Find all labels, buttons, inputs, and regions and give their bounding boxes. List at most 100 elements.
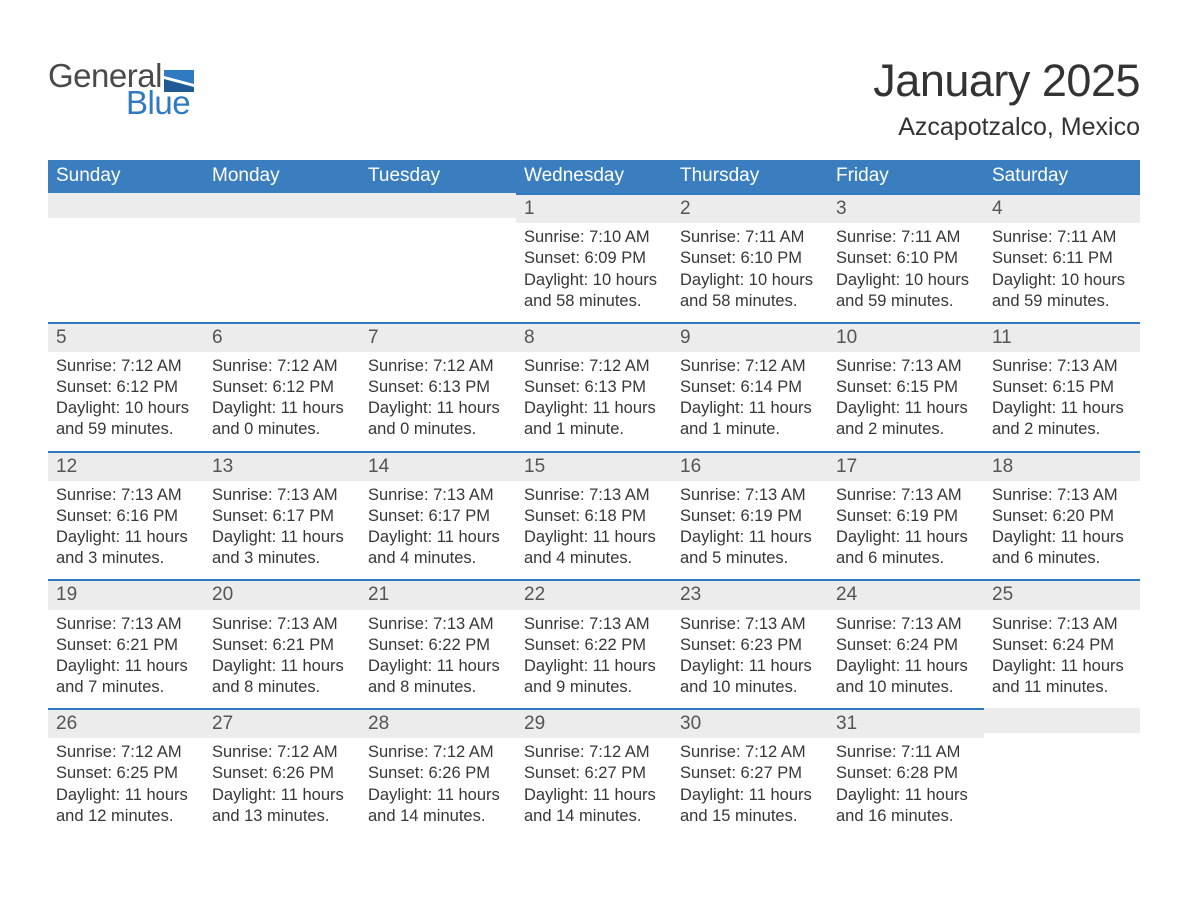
sunset-line: Sunset: 6:22 PM	[368, 635, 508, 656]
daylight-line: Daylight: 11 hours and 13 minutes.	[212, 785, 352, 827]
daynum-bar: 23	[672, 579, 828, 609]
daynum-bar: 19	[48, 579, 204, 609]
logo-text-2: Blue	[126, 86, 190, 119]
sunset-line: Sunset: 6:24 PM	[992, 635, 1132, 656]
sunrise-line: Sunrise: 7:11 AM	[680, 227, 820, 248]
day-body: Sunrise: 7:13 AMSunset: 6:19 PMDaylight:…	[678, 485, 822, 569]
sunrise-line: Sunrise: 7:13 AM	[836, 614, 976, 635]
day-number: 16	[680, 456, 701, 477]
day-body: Sunrise: 7:13 AMSunset: 6:24 PMDaylight:…	[834, 614, 978, 698]
day-body: Sunrise: 7:13 AMSunset: 6:17 PMDaylight:…	[366, 485, 510, 569]
day-number: 27	[212, 713, 233, 734]
day-cell: 24Sunrise: 7:13 AMSunset: 6:24 PMDayligh…	[828, 579, 984, 708]
day-number: 15	[524, 456, 545, 477]
sunrise-line: Sunrise: 7:11 AM	[992, 227, 1132, 248]
day-body: Sunrise: 7:12 AMSunset: 6:25 PMDaylight:…	[54, 742, 198, 826]
day-cell: 2Sunrise: 7:11 AMSunset: 6:10 PMDaylight…	[672, 193, 828, 322]
daylight-line: Daylight: 11 hours and 3 minutes.	[56, 527, 196, 569]
day-cell: 15 Sunrise: 7:13 AMSunset: 6:18 PMDayligh…	[516, 451, 672, 580]
sunset-line: Sunset: 6:24 PM	[836, 635, 976, 656]
daynum-bar	[360, 193, 516, 218]
day-cell	[48, 193, 204, 322]
daylight-line: Daylight: 11 hours and 0 minutes.	[368, 398, 508, 440]
daynum-bar: 20	[204, 579, 360, 609]
weekday-header: Thursday	[672, 160, 828, 193]
day-cell: 1Sunrise: 7:10 AMSunset: 6:09 PMDaylight…	[516, 193, 672, 322]
day-number: 10	[836, 327, 857, 348]
sunrise-line: Sunrise: 7:13 AM	[524, 485, 664, 506]
day-cell	[204, 193, 360, 322]
daylight-line: Daylight: 10 hours and 58 minutes.	[524, 270, 664, 312]
daynum-bar	[48, 193, 204, 218]
sunrise-line: Sunrise: 7:12 AM	[56, 356, 196, 377]
day-cell: 28Sunrise: 7:12 AMSunset: 6:26 PMDayligh…	[360, 708, 516, 837]
sunset-line: Sunset: 6:25 PM	[56, 763, 196, 784]
sunset-line: Sunset: 6:13 PM	[524, 377, 664, 398]
daylight-line: Daylight: 11 hours and 8 minutes.	[368, 656, 508, 698]
day-body: Sunrise: 7:13 AMSunset: 6:24 PMDaylight:…	[990, 614, 1134, 698]
day-body: Sunrise: 7:13 AMSunset: 6:17 PMDaylight:…	[210, 485, 354, 569]
daynum-bar: 6	[204, 322, 360, 352]
sunset-line: Sunset: 6:11 PM	[992, 248, 1132, 269]
day-body: Sunrise: 7:12 AMSunset: 6:26 PMDaylight:…	[210, 742, 354, 826]
weeks-container: 1Sunrise: 7:10 AMSunset: 6:09 PMDaylight…	[48, 193, 1140, 837]
day-body: Sunrise: 7:12 AMSunset: 6:27 PMDaylight:…	[678, 742, 822, 826]
sunrise-line: Sunrise: 7:13 AM	[680, 614, 820, 635]
day-number: 7	[368, 327, 379, 348]
sunrise-line: Sunrise: 7:13 AM	[992, 356, 1132, 377]
daylight-line: Daylight: 11 hours and 1 minute.	[524, 398, 664, 440]
daynum-bar: 21	[360, 579, 516, 609]
week-row: 26Sunrise: 7:12 AMSunset: 6:25 PMDayligh…	[48, 708, 1140, 837]
daylight-line: Daylight: 10 hours and 59 minutes.	[992, 270, 1132, 312]
logo: General Blue	[48, 55, 194, 119]
day-number: 1	[524, 198, 535, 219]
day-body: Sunrise: 7:13 AMSunset: 6:18 PMDaylight:…	[522, 485, 666, 569]
daylight-line: Daylight: 11 hours and 0 minutes.	[212, 398, 352, 440]
sunset-line: Sunset: 6:19 PM	[680, 506, 820, 527]
daylight-line: Daylight: 11 hours and 12 minutes.	[56, 785, 196, 827]
day-number: 6	[212, 327, 223, 348]
calendar: SundayMondayTuesdayWednesdayThursdayFrid…	[48, 160, 1140, 837]
day-cell: 7 Sunrise: 7:12 AMSunset: 6:13 PMDaylight…	[360, 322, 516, 451]
header: General Blue January 2025 Azcapotzalco, …	[48, 55, 1140, 142]
daynum-bar: 5	[48, 322, 204, 352]
day-cell: 27 Sunrise: 7:12 AMSunset: 6:26 PMDayligh…	[204, 708, 360, 837]
sunset-line: Sunset: 6:12 PM	[56, 377, 196, 398]
daynum-bar: 12	[48, 451, 204, 481]
day-cell: 19Sunrise: 7:13 AMSunset: 6:21 PMDayligh…	[48, 579, 204, 708]
calendar-page: General Blue January 2025 Azcapotzalco, …	[0, 0, 1188, 877]
day-cell: 17Sunrise: 7:13 AMSunset: 6:19 PMDayligh…	[828, 451, 984, 580]
day-cell: 22Sunrise: 7:13 AMSunset: 6:22 PMDayligh…	[516, 579, 672, 708]
day-cell: 6Sunrise: 7:12 AMSunset: 6:12 PMDaylight…	[204, 322, 360, 451]
day-cell: 30 Sunrise: 7:12 AMSunset: 6:27 PMDayligh…	[672, 708, 828, 837]
day-cell	[984, 708, 1140, 837]
daylight-line: Daylight: 11 hours and 3 minutes.	[212, 527, 352, 569]
weekday-header-row: SundayMondayTuesdayWednesdayThursdayFrid…	[48, 160, 1140, 193]
week-row: 1Sunrise: 7:10 AMSunset: 6:09 PMDaylight…	[48, 193, 1140, 322]
sunrise-line: Sunrise: 7:11 AM	[836, 227, 976, 248]
daylight-line: Daylight: 11 hours and 4 minutes.	[524, 527, 664, 569]
day-cell: 12Sunrise: 7:13 AMSunset: 6:16 PMDayligh…	[48, 451, 204, 580]
weekday-header: Friday	[828, 160, 984, 193]
sunset-line: Sunset: 6:26 PM	[212, 763, 352, 784]
sunset-line: Sunset: 6:28 PM	[836, 763, 976, 784]
daynum-bar: 3	[828, 193, 984, 223]
sunrise-line: Sunrise: 7:13 AM	[524, 614, 664, 635]
day-number: 26	[56, 713, 77, 734]
day-cell: 21Sunrise: 7:13 AMSunset: 6:22 PMDayligh…	[360, 579, 516, 708]
day-cell: 11Sunrise: 7:13 AMSunset: 6:15 PMDayligh…	[984, 322, 1140, 451]
day-body: Sunrise: 7:12 AMSunset: 6:12 PMDaylight:…	[54, 356, 198, 440]
sunset-line: Sunset: 6:23 PM	[680, 635, 820, 656]
daynum-bar: 8	[516, 322, 672, 352]
sunset-line: Sunset: 6:18 PM	[524, 506, 664, 527]
daynum-bar: 7	[360, 322, 516, 352]
day-number: 8	[524, 327, 535, 348]
month-title: January 2025	[873, 55, 1140, 107]
day-cell: 8Sunrise: 7:12 AMSunset: 6:13 PMDaylight…	[516, 322, 672, 451]
sunrise-line: Sunrise: 7:12 AM	[680, 742, 820, 763]
sunset-line: Sunset: 6:16 PM	[56, 506, 196, 527]
sunrise-line: Sunrise: 7:12 AM	[368, 356, 508, 377]
sunrise-line: Sunrise: 7:13 AM	[56, 614, 196, 635]
day-body: Sunrise: 7:12 AMSunset: 6:13 PMDaylight:…	[366, 356, 510, 440]
daynum-bar: 30	[672, 708, 828, 738]
